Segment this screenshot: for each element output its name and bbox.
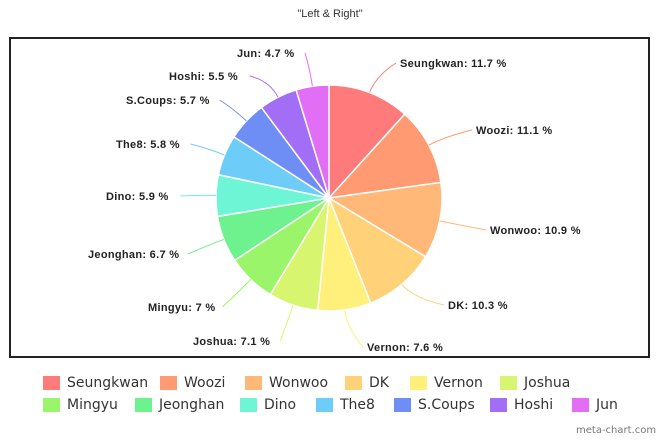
pie-slice-woozi xyxy=(327,113,442,200)
leader-line xyxy=(187,238,224,255)
pie-slice-dk xyxy=(327,196,427,305)
legend-label: DK xyxy=(369,375,389,391)
data-label: Seungkwan: 11.7 % xyxy=(400,58,507,70)
legend-swatch xyxy=(500,376,517,390)
legend-swatch xyxy=(394,398,411,412)
legend-item-jeonghan[interactable]: Jeonghan xyxy=(135,397,224,413)
data-label: Hoshi: 5.5 % xyxy=(169,71,238,83)
leader-line xyxy=(304,52,313,87)
data-label: Joshua: 7.1 % xyxy=(193,336,270,348)
leader-lines xyxy=(180,52,487,348)
legend-label: Wonwoo xyxy=(269,375,329,391)
legend-swatch xyxy=(345,376,362,390)
data-label: Vernon: 7.6 % xyxy=(367,342,443,354)
legend-item-dino[interactable]: Dino xyxy=(240,397,296,413)
chart-title: "Left & Right" xyxy=(297,8,363,20)
legend-item-woozi[interactable]: Woozi xyxy=(160,375,225,391)
legend-item-vernon[interactable]: Vernon xyxy=(410,375,483,391)
legend-label: Joshua xyxy=(524,375,571,391)
data-label: The8: 5.8 % xyxy=(116,139,180,151)
legend-item-jun[interactable]: Jun xyxy=(572,397,618,413)
leader-line xyxy=(180,194,217,197)
leader-line xyxy=(369,62,397,93)
leader-line xyxy=(279,304,294,342)
pie-slice-wonwoo xyxy=(326,181,443,258)
legend-item-hoshi[interactable]: Hoshi xyxy=(490,397,553,413)
legend-label: Woozi xyxy=(184,375,226,391)
legend-swatch xyxy=(240,398,257,412)
legend-item-s-coups[interactable]: S.Coups xyxy=(394,397,475,413)
legend-item-the8[interactable]: The8 xyxy=(316,397,375,413)
legend-swatch xyxy=(43,376,60,390)
data-label: Jun: 4.7 % xyxy=(237,48,294,60)
data-label: Woozi: 11.1 % xyxy=(476,125,552,137)
leader-line xyxy=(249,75,279,98)
pie-slice-seungkwan xyxy=(328,84,406,200)
leader-line xyxy=(219,99,247,122)
legend-swatch xyxy=(43,398,60,412)
legend-swatch xyxy=(245,376,262,390)
legend-item-wonwoo[interactable]: Wonwoo xyxy=(245,375,328,391)
leader-line xyxy=(439,220,487,231)
data-label: DK: 10.3 % xyxy=(448,300,508,312)
legend-label: Seungkwan xyxy=(67,375,149,391)
legend-swatch xyxy=(135,398,152,412)
legend-swatch xyxy=(490,398,507,412)
pie-slices xyxy=(215,84,443,312)
credit-text: meta-chart.com xyxy=(576,425,657,436)
data-label: Wonwoo: 10.9 % xyxy=(490,225,581,237)
legend-swatch xyxy=(316,398,333,412)
legend-item-dk[interactable]: DK xyxy=(345,375,389,391)
leader-line xyxy=(428,129,473,146)
legend-item-mingyu[interactable]: Mingyu xyxy=(43,397,118,413)
leader-line xyxy=(190,143,225,156)
legend-label: Hoshi xyxy=(514,397,554,413)
leader-line xyxy=(344,309,364,348)
legend-label: S.Coups xyxy=(418,397,475,413)
data-label: Dino: 5.9 % xyxy=(106,191,169,203)
leader-line xyxy=(401,284,445,306)
legend-label: Dino xyxy=(264,397,297,413)
legend-label: Vernon xyxy=(434,375,483,391)
data-label: Mingyu: 7 % xyxy=(148,302,215,314)
legend-swatch xyxy=(572,398,589,412)
leader-line xyxy=(222,279,251,308)
data-labels: Seungkwan: 11.7 % Woozi: 11.1 % Wonwoo: 10… xyxy=(88,48,581,354)
legend-label: Jun xyxy=(596,397,618,413)
legend-item-seungkwan[interactable]: Seungkwan xyxy=(43,375,148,391)
legend-label: Jeonghan xyxy=(159,397,225,413)
legend-item-joshua[interactable]: Joshua xyxy=(500,375,570,391)
plot-frame xyxy=(9,37,650,358)
data-label: Jeonghan: 6.7 % xyxy=(88,249,179,261)
pie-slice-jun xyxy=(295,84,330,199)
legend-swatch xyxy=(160,376,177,390)
data-label: S.Coups: 5.7 % xyxy=(126,95,210,107)
legend-label: Mingyu xyxy=(67,397,118,413)
legend-swatch xyxy=(410,376,427,390)
legend-label: The8 xyxy=(340,397,375,413)
